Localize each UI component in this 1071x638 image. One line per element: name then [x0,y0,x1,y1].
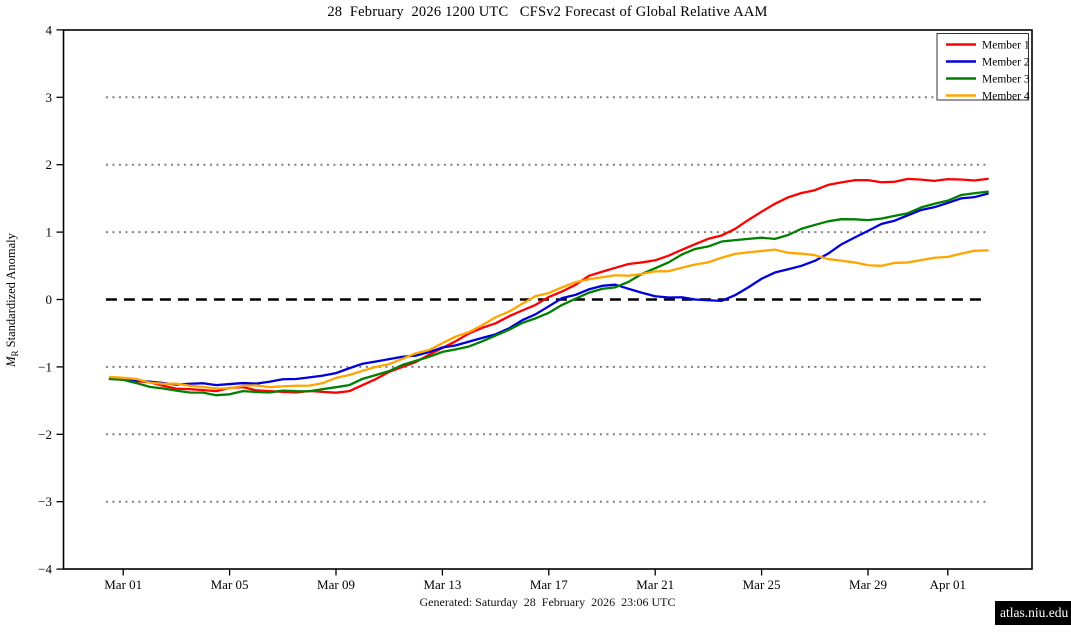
x-tick-label: Mar 25 [743,577,781,592]
y-tick-label: 4 [46,22,53,37]
x-tick-label: Mar 21 [636,577,674,592]
y-tick-label: 1 [46,225,53,240]
series-layer [108,177,989,397]
legend-label-3: Member 3 [982,74,1030,86]
y-tick-label: −3 [38,494,52,509]
y-tick-label: −1 [38,359,52,374]
y-tick-label: 2 [46,157,53,172]
y-tick-label: 3 [46,90,53,105]
x-tick-label: Mar 01 [104,577,142,592]
legend-box [936,33,1029,101]
x-tick-label: Mar 29 [849,577,887,592]
generated-timestamp: Generated: Saturday 28 February 2026 23:… [419,595,676,609]
legend-label-1: Member 1 [982,40,1030,52]
legend: Member 1 Member 2 Member 3 Member 4 [936,33,1030,103]
series-line-1 [108,177,989,394]
y-tick-label: 0 [46,292,53,307]
x-tick-label: Mar 13 [423,577,461,592]
chart-title: 28 February 2026 1200 UTC CFSv2 Forecast… [327,4,768,20]
y-tick-label: −2 [38,427,52,442]
legend-label-4: Member 4 [982,91,1030,103]
atlas-niu-edu-badge: atlas.niu.edu [995,601,1071,625]
x-tick-label: Apr 01 [930,577,966,592]
series-line-2 [108,192,989,387]
x-tick-label: Mar 09 [317,577,355,592]
series-line-4 [108,248,989,390]
y-tick-label: −4 [38,562,52,577]
x-tick-label: Mar 17 [530,577,568,592]
axis-tick-layer: 4 3 2 1 0 −1 −2 −3 −4 Mar 01 Mar 05 Mar 09 Mar 13 Mar… [38,22,966,592]
y-axis-label: MR Standardized Anomaly [4,232,20,368]
series-line-3 [108,190,989,397]
x-tick-label: Mar 05 [211,577,249,592]
legend-label-2: Member 2 [982,57,1030,69]
